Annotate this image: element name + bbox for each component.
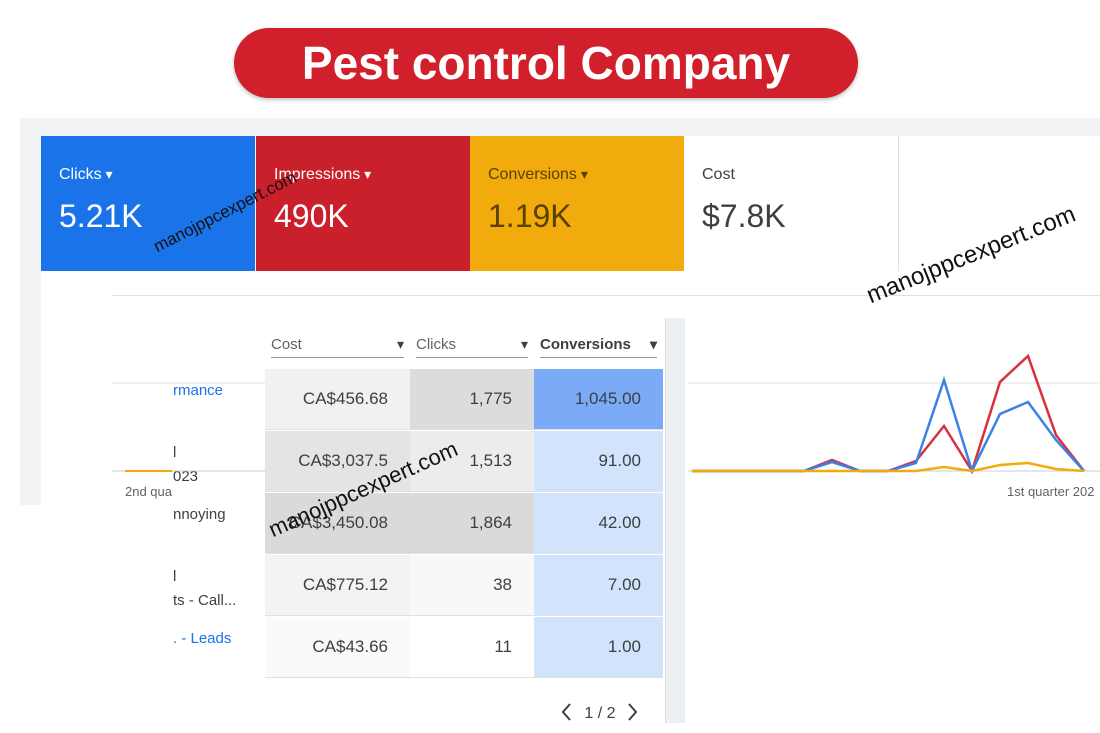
metric-card[interactable]: Cost $7.8K — [684, 136, 898, 271]
table-cell: 1,775 — [410, 369, 534, 430]
table-cell: 91.00 — [534, 431, 663, 492]
column-header[interactable]: Cost ▾ — [271, 336, 404, 358]
metric-label: Conversions — [488, 166, 577, 183]
metric-card[interactable]: Impressions ▾ 490K — [256, 136, 470, 271]
table-cell: CA$3,037.5 — [265, 431, 410, 492]
metric-card[interactable]: Clicks ▾ 5.21K — [41, 136, 255, 271]
row-label[interactable]: rmance — [173, 379, 263, 403]
x-label: 2nd qua — [125, 484, 173, 499]
sort-icon[interactable]: ▾ — [396, 336, 404, 352]
prev-page[interactable] — [561, 703, 571, 721]
table-cell: 42.00 — [534, 493, 663, 554]
dropdown-icon[interactable]: ▾ — [101, 166, 113, 182]
column-header[interactable]: Clicks ▾ — [416, 336, 528, 358]
table-cell: CA$456.68 — [265, 369, 410, 430]
metric-value: $7.8K — [702, 198, 786, 234]
series-line — [692, 353, 1085, 474]
header-text: Clicks — [416, 336, 456, 353]
row-label-line: ts - Call... — [173, 592, 237, 609]
dropdown-icon[interactable]: ▾ — [360, 166, 372, 182]
metric-label: Cost — [702, 166, 735, 183]
title-pill: Pest control Company — [234, 28, 858, 98]
row-label-line: l — [173, 568, 177, 585]
table-cell: 1,864 — [410, 493, 534, 554]
next-page[interactable] — [628, 703, 638, 721]
table-cell: 1.00 — [534, 617, 663, 678]
header-text: Cost — [271, 336, 302, 353]
table-cell: 11 — [410, 617, 534, 678]
metric-value: 5.21K — [59, 198, 143, 234]
row-label-line: nnoying — [173, 506, 226, 523]
metric-value: 1.19K — [488, 198, 572, 234]
pagination[interactable]: 1 / 2 — [584, 705, 615, 722]
row-label: l ts - Call... — [173, 565, 263, 613]
row-label-line: . - Leads — [173, 630, 232, 647]
row-label-line: 023 — [173, 468, 199, 485]
table-cell: CA$775.12 — [265, 555, 410, 616]
series-line — [692, 375, 1085, 475]
sort-icon[interactable]: ▾ — [649, 336, 657, 352]
row-label-line: rmance — [173, 382, 224, 399]
metric-value: 490K — [274, 198, 349, 234]
scrollbar — [665, 318, 685, 723]
header-text: Conversions — [540, 336, 631, 353]
metric-label: Impressions — [274, 166, 361, 183]
row-label[interactable]: . - Leads — [173, 627, 263, 651]
row-label: nnoying — [173, 503, 263, 527]
table-cell: 7.00 — [534, 555, 663, 616]
divider — [112, 295, 1100, 296]
table-cell: 38 — [410, 555, 534, 616]
series-line — [692, 461, 1085, 473]
table-cell: CA$3,450.08 — [265, 493, 410, 554]
row-label-line: l — [173, 444, 177, 461]
empty-card — [898, 136, 1100, 271]
x-label: 1st quarter 202 — [1007, 484, 1094, 499]
column-header[interactable]: Conversions ▾ — [540, 336, 657, 358]
table-cell: 1,045.00 — [534, 369, 663, 430]
sort-icon[interactable]: ▾ — [520, 336, 528, 352]
dropdown-icon[interactable]: ▾ — [576, 166, 588, 182]
table-cell: CA$43.66 — [265, 617, 410, 678]
metric-label: Clicks — [59, 166, 102, 183]
table-cell: 1,513 — [410, 431, 534, 492]
row-label: l 023 — [173, 441, 263, 489]
metric-card[interactable]: Conversions ▾ 1.19K — [470, 136, 684, 271]
